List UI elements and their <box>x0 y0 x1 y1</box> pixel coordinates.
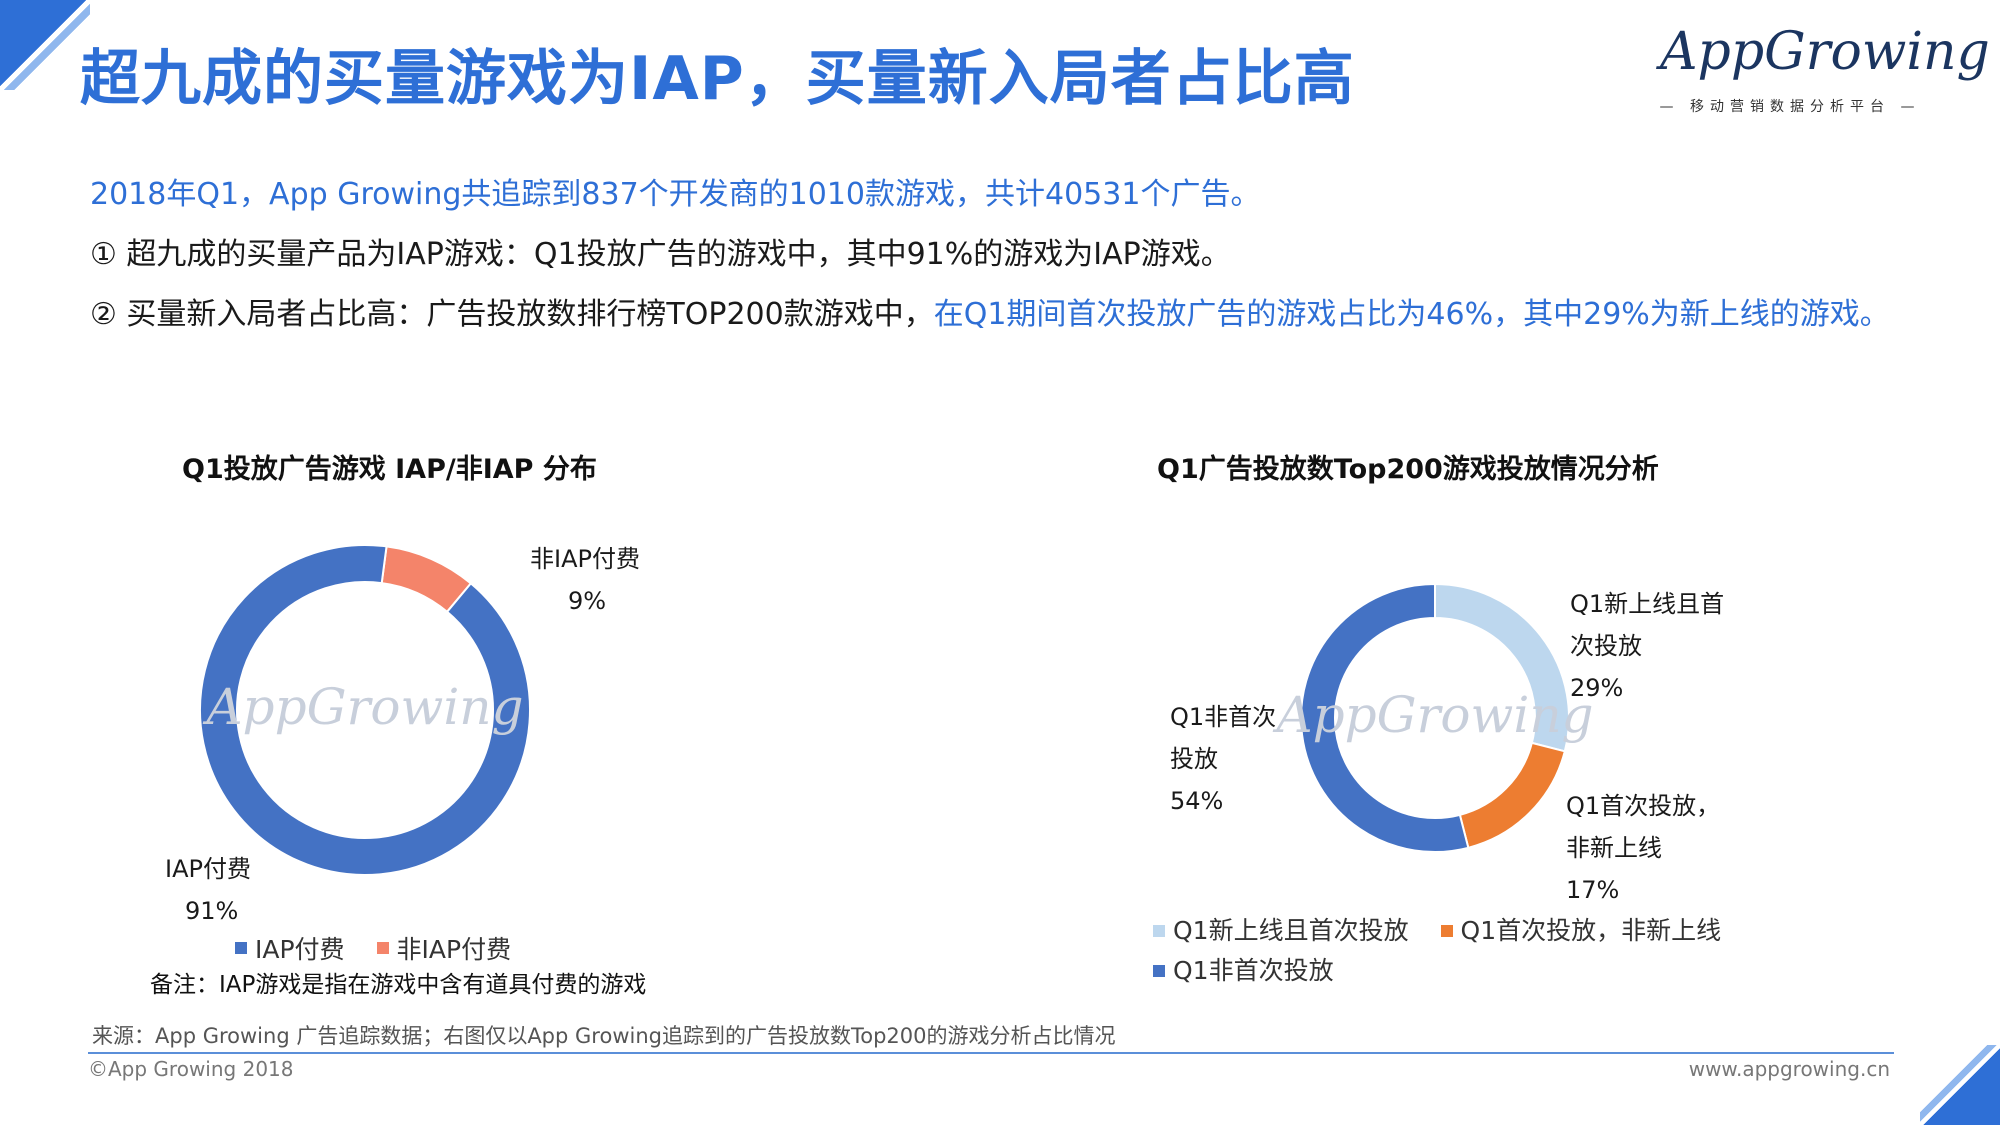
chart-2-donut: AppGrowing <box>1272 582 1594 853</box>
chart-2-label-new-first-value: 29% <box>1570 674 1624 702</box>
chart-2-label-new-first-line1: Q1新上线且首 <box>1570 590 1725 618</box>
summary-line-3: ② 买量新入局者占比高：广告投放数排行榜TOP200款游戏中，在Q1期间首次投放… <box>90 285 1910 345</box>
chart-1-label-iap: IAP付费 91% <box>165 848 251 932</box>
summary-line-1: 2018年Q1，App Growing共追踪到837个开发商的1010款游戏，共… <box>90 177 1261 212</box>
chart-2-legend: Q1新上线且首次投放 Q1首次投放，非新上线 Q1非首次投放 <box>1153 910 1773 990</box>
chart-1-label-iap-value: 91% <box>185 897 239 925</box>
legend-swatch <box>1153 965 1165 977</box>
chart-1-donut: AppGrowing <box>199 544 531 876</box>
chart-1-label-non-iap-name: 非IAP付费 <box>530 545 640 573</box>
chart-1-title: Q1投放广告游戏 IAP/非IAP 分布 <box>182 454 597 485</box>
watermark-logo: AppGrowing <box>202 678 523 736</box>
watermark-logo: AppGrowing <box>1272 686 1593 744</box>
chart-2-legend-item: Q1非首次投放 <box>1153 952 1334 990</box>
chart-2-label-first-not-new-line2: 非新上线 <box>1566 834 1662 862</box>
summary-line-3-blue: 在Q1期间首次投放广告的游戏占比为46%，其中29%为新上线的游戏。 <box>933 297 1890 332</box>
chart-2-label-not-first-value: 54% <box>1170 787 1224 815</box>
chart-1-label-iap-name: IAP付费 <box>165 855 251 883</box>
legend-label: IAP付费 <box>255 935 345 964</box>
legend-swatch <box>376 942 389 954</box>
chart-2-label-first-not-new-line1: Q1首次投放， <box>1566 792 1721 820</box>
chart-1-note: 备注：IAP游戏是指在游戏中含有道具付费的游戏 <box>150 972 647 998</box>
chart-2-legend-item: Q1首次投放，非新上线 <box>1440 912 1722 950</box>
chart-2-label-new-first-line2: 次投放 <box>1570 632 1642 660</box>
legend-swatch <box>1440 925 1453 937</box>
chart-2-label-first-not-new: Q1首次投放， 非新上线 17% <box>1566 785 1720 911</box>
chart-2-title: Q1广告投放数Top200游戏投放情况分析 <box>1157 454 1659 485</box>
donut-slice-1 <box>1458 741 1567 850</box>
chart-2-legend-item: Q1新上线且首次投放 <box>1153 912 1409 950</box>
chart-2-label-new-first: Q1新上线且首 次投放 29% <box>1570 583 1724 709</box>
chart-2-label-first-not-new-value: 17% <box>1566 876 1620 904</box>
footer-divider <box>88 1052 1894 1054</box>
appgrowing-logo: AppGrowing — 移动营销数据分析平台 — <box>1655 22 1990 122</box>
source-note: 来源：App Growing 广告追踪数据；右图仅以App Growing追踪到… <box>92 1024 1116 1048</box>
corner-decoration-bottom-right <box>1920 1045 2000 1125</box>
donut-slice-1 <box>199 544 531 876</box>
chart-2-label-not-first: Q1非首次 投放 54% <box>1170 696 1276 822</box>
chart-1-legend: IAP付费 非IAP付费 <box>235 930 535 966</box>
chart-1-legend-item: IAP付费 <box>235 930 345 966</box>
page-title: 超九成的买量游戏为IAP，买量新入局者占比高 <box>80 44 1355 114</box>
logo-subtitle: — 移动营销数据分析平台 — <box>1659 99 1921 115</box>
chart-1-label-non-iap: 非IAP付费 9% <box>530 538 640 622</box>
chart-1-legend-item: 非IAP付费 <box>376 930 512 966</box>
legend-label: Q1首次投放，非新上线 <box>1460 916 1722 945</box>
corner-decoration-top-left <box>0 0 90 90</box>
logo-wordmark: AppGrowing <box>1660 22 1990 82</box>
legend-label: 非IAP付费 <box>396 935 512 964</box>
copyright: ©App Growing 2018 <box>88 1057 294 1081</box>
legend-label: Q1新上线且首次投放 <box>1173 916 1409 945</box>
legend-label: Q1非首次投放 <box>1173 956 1334 985</box>
legend-swatch <box>1153 925 1165 937</box>
legend-swatch <box>235 942 247 954</box>
summary-line-2: ① 超九成的买量产品为IAP游戏：Q1投放广告的游戏中，其中91%的游戏为IAP… <box>90 237 1231 272</box>
donut-slice-2 <box>1300 582 1470 853</box>
website-link[interactable]: www.appgrowing.cn <box>1688 1057 1890 1081</box>
summary-line-3-black: ② 买量新入局者占比高：广告投放数排行榜TOP200款游戏中， <box>90 297 934 332</box>
summary-text: 2018年Q1，App Growing共追踪到837个开发商的1010款游戏，共… <box>90 165 1910 345</box>
chart-2-label-not-first-line1: Q1非首次 <box>1170 703 1277 731</box>
chart-2-label-not-first-line2: 投放 <box>1170 745 1218 773</box>
chart-1-label-non-iap-value: 9% <box>568 587 607 615</box>
